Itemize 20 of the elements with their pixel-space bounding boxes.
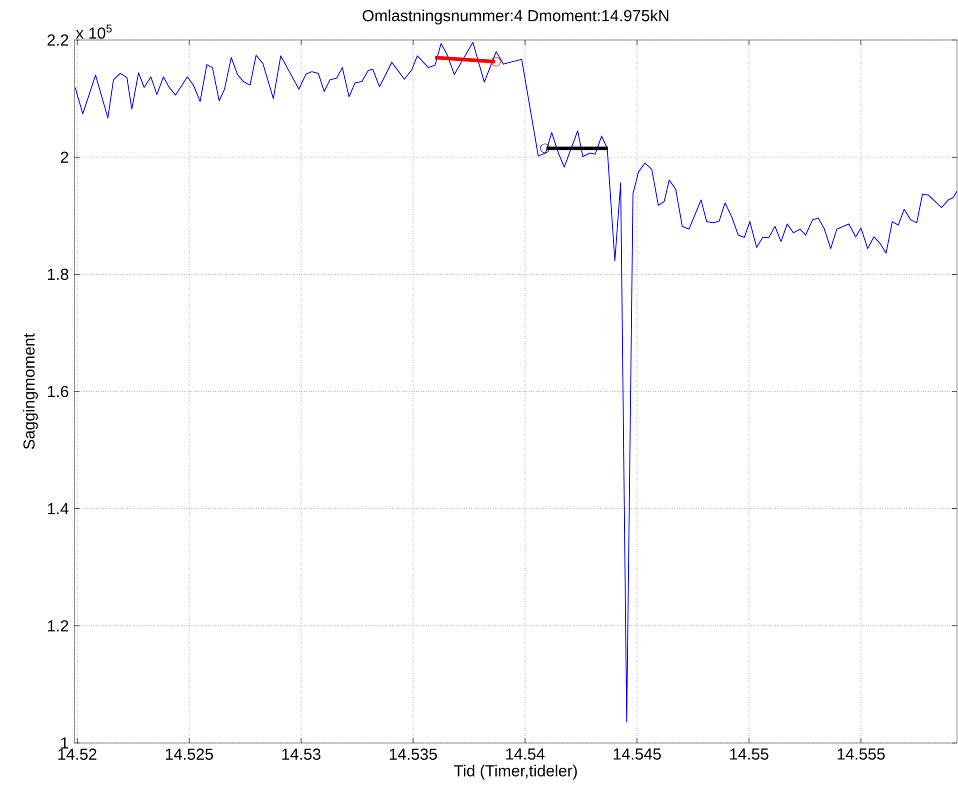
x-axis-title: Tid (Timer,tideler)	[454, 764, 577, 780]
x-tick-label: 14.53	[282, 748, 320, 760]
y-tick-label: 1	[61, 737, 68, 749]
y-axis-title: Saggingmoment	[22, 333, 38, 450]
x-tick-label: 14.54	[506, 748, 545, 760]
y-tick-label: 1.6	[48, 386, 68, 398]
x-tick-label: 14.52	[58, 748, 96, 760]
x-tick-label: 14.525	[166, 748, 213, 760]
y-tick-label: 1.8	[48, 268, 68, 280]
y-tick-label: 2.2	[48, 34, 68, 46]
y-tick-label: 2	[60, 152, 68, 163]
x-tick-label: 14.55	[730, 748, 768, 760]
y-tick-label: 1.2	[48, 620, 68, 632]
x-tick-label: 14.535	[390, 748, 437, 760]
line-series	[74, 42, 958, 722]
text: x 10$^{5}$	[76, 24, 112, 39]
x-tick-label: 14.545	[614, 748, 661, 760]
chart-title: Omlastningsnummer:4 Dmoment:14.975kN	[362, 10, 668, 24]
y-tick-label: 1.4	[48, 503, 69, 514]
x-tick-label: 14.555	[838, 748, 885, 760]
